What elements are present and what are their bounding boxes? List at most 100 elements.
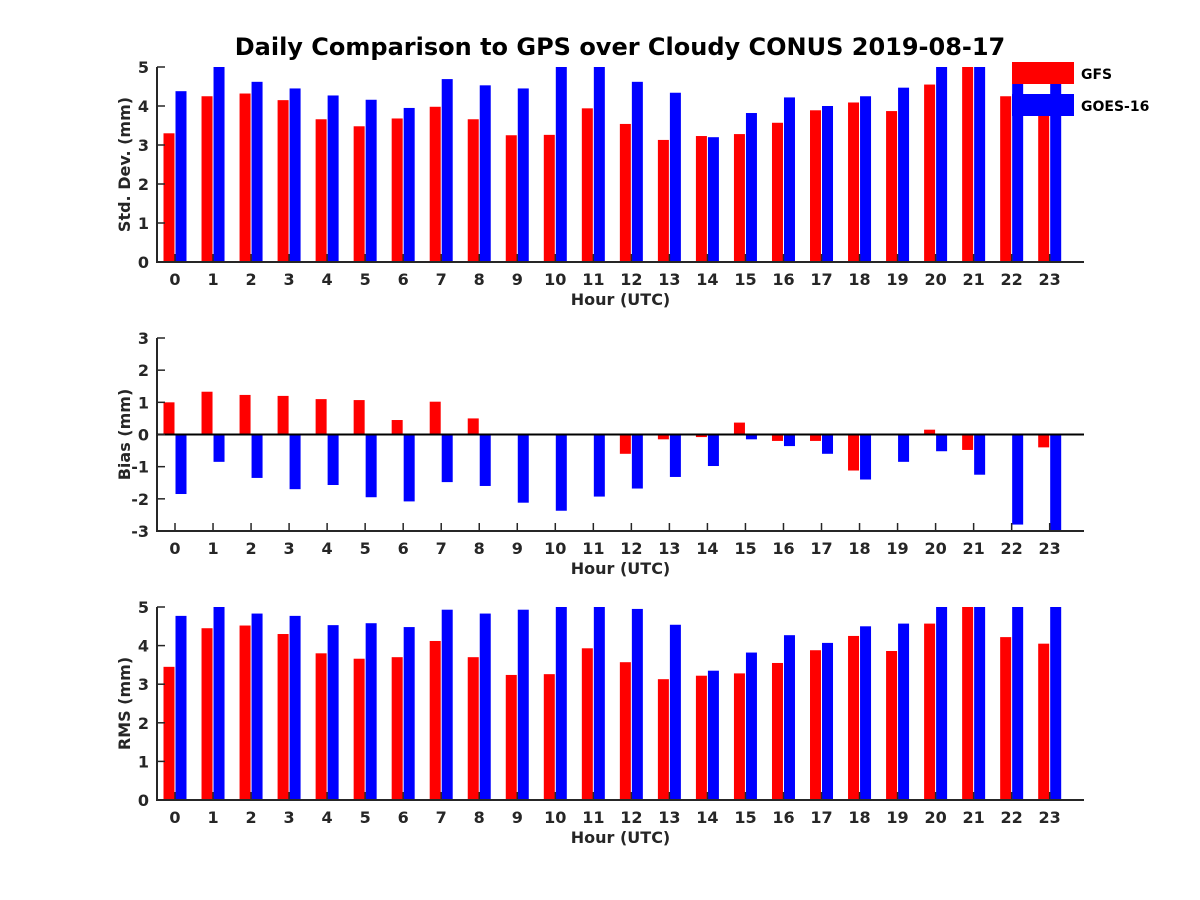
x-tick-label: 19: [886, 539, 908, 558]
bar-gfs-hour-20: [924, 623, 936, 800]
bar-gfs-hour-16: [771, 122, 783, 263]
bar-goes16-hour-5: [365, 623, 377, 800]
x-tick-label: 13: [658, 270, 680, 289]
bar-gfs-hour-21: [962, 607, 974, 800]
bar-goes16-hour-5: [365, 434, 377, 498]
x-tick-label: 13: [658, 808, 680, 827]
bar-gfs-hour-21: [962, 67, 974, 262]
x-tick-label: 9: [512, 808, 523, 827]
x-tick-label: 14: [696, 539, 718, 558]
x-tick-label: 3: [284, 539, 295, 558]
y-tick-label: 3: [138, 329, 149, 348]
x-tick-label: 8: [474, 270, 485, 289]
x-tick-label: 18: [848, 539, 870, 558]
bar-goes16-hour-23: [1050, 434, 1062, 531]
x-tick-label: 21: [962, 270, 984, 289]
bar-gfs-hour-22: [1000, 637, 1012, 800]
x-tick-label: 0: [169, 808, 180, 827]
bar-goes16-hour-23: [1050, 607, 1062, 800]
bar-gfs-hour-6: [391, 118, 403, 262]
bar-goes16-hour-13: [669, 624, 681, 800]
x-tick-label: 11: [582, 270, 604, 289]
bar-goes16-hour-15: [745, 652, 757, 800]
x-tick-label: 5: [360, 270, 371, 289]
bar-gfs-hour-18: [848, 635, 860, 800]
x-tick-label: 0: [169, 539, 180, 558]
bar-goes16-hour-12: [631, 608, 643, 800]
bar-goes16-hour-4: [327, 434, 339, 485]
bar-gfs-hour-6: [391, 657, 403, 800]
y-tick-label: 4: [138, 97, 149, 116]
bar-gfs-hour-23: [1038, 643, 1050, 800]
bar-gfs-hour-1: [201, 628, 213, 800]
bar-gfs-hour-20: [924, 84, 936, 262]
x-tick-label: 9: [512, 539, 523, 558]
bar-goes16-hour-19: [898, 87, 910, 262]
bar-gfs-hour-4: [315, 399, 327, 435]
bar-goes16-hour-6: [403, 434, 415, 502]
x-tick-label: 20: [924, 808, 946, 827]
y-tick-label: 0: [138, 253, 149, 272]
bar-gfs-hour-4: [315, 653, 327, 800]
bar-gfs-hour-5: [353, 400, 365, 435]
bar-goes16-hour-20: [936, 434, 948, 452]
bar-gfs-hour-0: [163, 666, 175, 800]
bar-gfs-hour-3: [277, 100, 289, 263]
bar-goes16-hour-11: [593, 67, 605, 262]
bar-goes16-hour-17: [822, 106, 834, 262]
bar-goes16-hour-7: [441, 79, 453, 262]
bar-gfs-hour-12: [619, 434, 631, 454]
bar-goes16-hour-18: [860, 626, 872, 800]
bar-goes16-hour-21: [974, 67, 986, 262]
x-tick-label: 5: [360, 808, 371, 827]
bar-gfs-hour-10: [543, 134, 555, 262]
x-tick-label: 12: [620, 539, 642, 558]
bar-goes16-hour-16: [783, 434, 795, 447]
y-tick-label: -1: [131, 458, 149, 477]
bar-goes16-hour-17: [822, 642, 834, 800]
x-tick-label: 10: [544, 539, 566, 558]
x-tick-label: 4: [322, 808, 333, 827]
y-tick-label: 3: [138, 675, 149, 694]
bar-gfs-hour-8: [467, 119, 479, 262]
x-tick-label: 17: [810, 808, 832, 827]
bar-goes16-hour-22: [1012, 607, 1024, 800]
bar-goes16-hour-6: [403, 107, 415, 262]
bar-goes16-hour-13: [669, 92, 681, 263]
x-tick-label: 1: [207, 539, 218, 558]
bar-goes16-hour-2: [251, 613, 263, 800]
x-tick-label: 23: [1039, 270, 1061, 289]
x-axis-label: Hour (UTC): [571, 290, 671, 309]
bar-goes16-hour-12: [631, 81, 643, 262]
bar-goes16-hour-10: [555, 67, 567, 262]
y-tick-label: 5: [138, 598, 149, 617]
bar-gfs-hour-21: [962, 434, 974, 450]
x-tick-label: 23: [1039, 808, 1061, 827]
bar-goes16-hour-0: [175, 91, 187, 263]
bar-gfs-hour-1: [201, 96, 213, 262]
x-tick-label: 2: [245, 808, 256, 827]
x-tick-label: 22: [1001, 808, 1023, 827]
bar-goes16-hour-13: [669, 434, 681, 477]
legend: GFS GOES-16: [1012, 62, 1149, 116]
legend-swatch-goes16: [1012, 94, 1074, 116]
bar-goes16-hour-11: [593, 434, 605, 497]
y-tick-label: -3: [131, 522, 149, 541]
legend-label-gfs: GFS: [1081, 67, 1112, 83]
bar-goes16-hour-22: [1012, 67, 1024, 262]
bar-goes16-hour-18: [860, 96, 872, 262]
bar-gfs-hour-17: [810, 650, 822, 800]
bar-goes16-hour-7: [441, 434, 453, 483]
x-tick-label: 19: [886, 808, 908, 827]
x-tick-label: 2: [245, 270, 256, 289]
x-tick-label: 18: [848, 808, 870, 827]
bar-gfs-hour-12: [619, 123, 631, 262]
bar-gfs-hour-13: [657, 434, 669, 440]
bar-goes16-hour-0: [175, 615, 187, 800]
bar-goes16-hour-11: [593, 607, 605, 800]
